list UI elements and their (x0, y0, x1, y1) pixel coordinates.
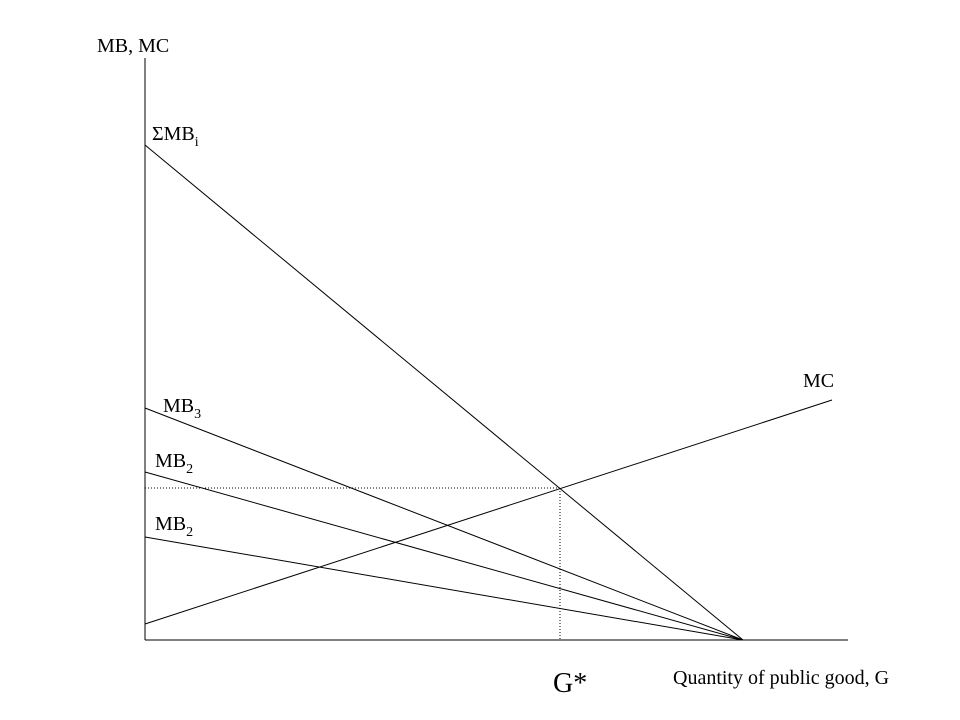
curve-subscript: 3 (194, 407, 201, 422)
curve-label: MB3 (163, 395, 201, 422)
mb1-curve (144, 536, 744, 641)
mc-curve (144, 399, 833, 625)
mb2-curve (144, 471, 744, 641)
sum-mb-curve (144, 144, 744, 641)
curve-label: ΣMBi (152, 123, 199, 150)
equilibrium-label: G* (553, 668, 587, 699)
curve-name: MB (155, 450, 186, 472)
curve-subscript: 2 (186, 462, 193, 477)
curve-name: MB (155, 513, 186, 535)
curve-label: MB2 (155, 513, 193, 540)
mb3-curve (144, 407, 744, 641)
y-axis-label: MB, MC (97, 35, 169, 57)
x-axis-label: Quantity of public good, G (673, 667, 889, 689)
curve-subscript: i (195, 135, 199, 150)
curve-label: MC (803, 370, 834, 392)
curve-label: MB2 (155, 450, 193, 477)
curve-subscript: 2 (186, 525, 193, 540)
curve-name: ΣMB (152, 123, 195, 145)
curve-name: MB (163, 395, 194, 417)
